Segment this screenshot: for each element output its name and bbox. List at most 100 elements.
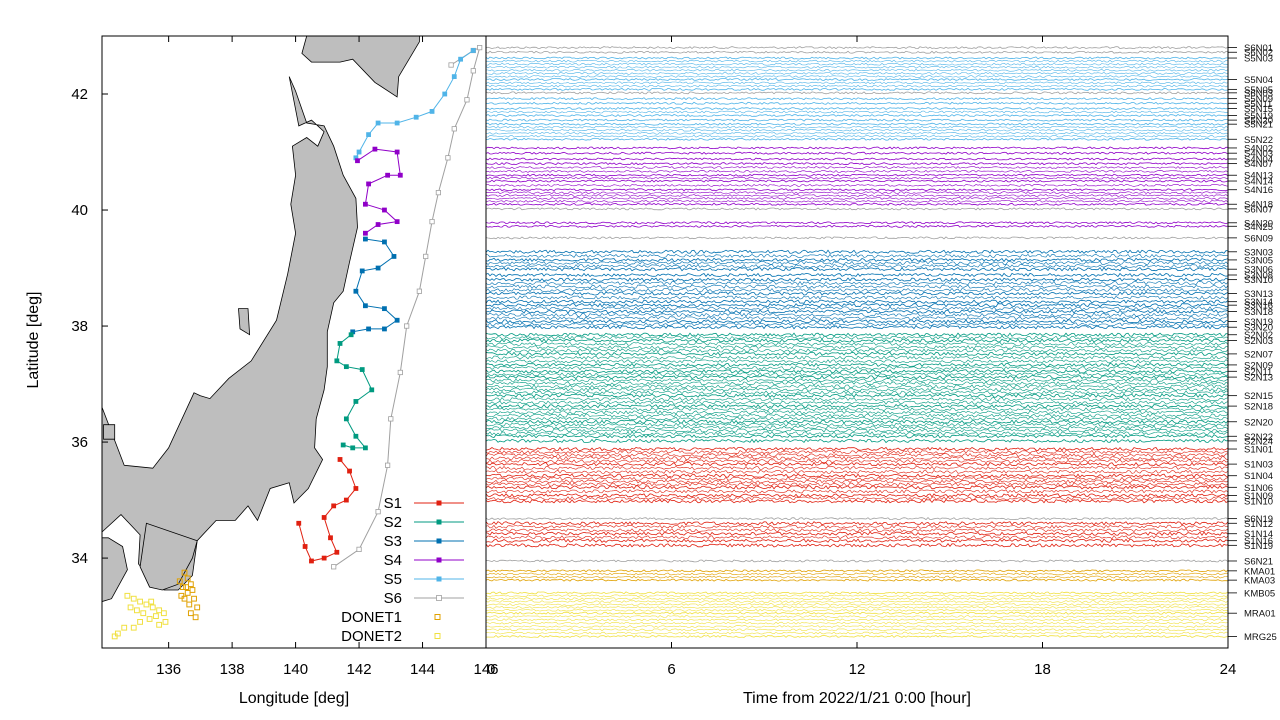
- waveform-trace: [486, 249, 1228, 254]
- waveform-trace: [486, 419, 1228, 424]
- station-label: S5N21: [1244, 120, 1273, 131]
- waveform-trace: [486, 569, 1228, 573]
- waveform-trace: [486, 489, 1228, 494]
- cable-node: [366, 132, 371, 138]
- station-label: S4N02: [1244, 143, 1273, 154]
- waveform-trace: [486, 221, 1228, 225]
- cable-node: [343, 416, 349, 422]
- waveform-trace: [486, 393, 1228, 398]
- station-label: S2N02: [1244, 330, 1273, 341]
- waveform-trace: [486, 461, 1228, 467]
- cable-node: [375, 265, 381, 271]
- waveform-trace: [486, 524, 1228, 529]
- cable-s3: [352, 238, 398, 333]
- waveform-trace: [486, 312, 1228, 317]
- time-series-panel: 6 12 18 24 0 Time from 2022/1/21 0:00 [hour]…: [485, 35, 1277, 707]
- waveform-trace: [486, 431, 1228, 436]
- waveform-trace: [486, 611, 1228, 615]
- station-label: S6N02: [1244, 48, 1273, 59]
- waveform-trace: [486, 309, 1228, 314]
- cable-node: [350, 329, 356, 335]
- cable-node: [448, 62, 454, 68]
- donet-node: [130, 595, 137, 602]
- x-tick-label: 144: [410, 661, 435, 678]
- waveform-trace: [486, 81, 1228, 85]
- waveform-trace: [486, 434, 1228, 439]
- donet-node: [137, 618, 143, 625]
- waveform-trace: [486, 68, 1228, 72]
- waveform-trace: [486, 384, 1228, 389]
- cable-node: [334, 358, 340, 364]
- cable-node: [375, 120, 381, 126]
- station-label: S2N20: [1244, 417, 1273, 428]
- legend-marker: [436, 557, 442, 563]
- cable-node: [353, 288, 359, 294]
- station-label: S1N01: [1244, 445, 1273, 456]
- legend-label: S6: [384, 590, 402, 607]
- station-label: S3N08: [1244, 270, 1273, 281]
- station-label: S4N07: [1244, 159, 1273, 170]
- cable-node: [423, 253, 429, 260]
- station-label: S2N03: [1244, 336, 1273, 347]
- waveform-trace: [486, 621, 1228, 625]
- waveform-trace: [486, 299, 1228, 304]
- waveform-trace: [486, 521, 1228, 526]
- cable-node: [353, 433, 359, 439]
- station-label: S5N15: [1244, 104, 1273, 115]
- waveform-trace: [486, 302, 1228, 308]
- waveform-trace: [486, 62, 1228, 66]
- waveform-trace: [486, 403, 1228, 409]
- station-label: S3N14: [1244, 297, 1273, 308]
- waveform-trace: [486, 366, 1228, 371]
- y-tick-label: 40: [71, 202, 88, 219]
- legend-label: S3: [384, 533, 402, 550]
- waveform-trace: [486, 162, 1228, 166]
- waveform-trace: [486, 387, 1228, 392]
- waveform-trace: [486, 170, 1228, 173]
- waveform-trace: [486, 118, 1228, 122]
- donet-node: [114, 630, 121, 637]
- waveform-trace: [486, 608, 1228, 612]
- station-label: S5N20: [1244, 116, 1273, 127]
- waveform-trace: [486, 128, 1228, 132]
- land-polygon: [301, 36, 420, 98]
- waveform-trace: [486, 114, 1228, 117]
- donet-node: [153, 613, 159, 619]
- waveform-trace: [486, 288, 1228, 293]
- station-label: S1N16: [1244, 536, 1273, 547]
- waveform-trace: [486, 122, 1228, 126]
- legend-marker: [436, 576, 442, 582]
- cable-node: [382, 207, 387, 213]
- cable-node: [356, 546, 362, 552]
- legend-label: DONET1: [341, 609, 402, 626]
- waveform-trace: [486, 594, 1228, 598]
- station-label: S6N07: [1244, 204, 1273, 215]
- waveform-trace: [486, 459, 1228, 464]
- legend-marker: [434, 633, 441, 639]
- cable-s6: [333, 46, 481, 568]
- land-polygon: [139, 522, 198, 591]
- donet-node: [111, 633, 118, 640]
- station-label: S1N09: [1244, 491, 1273, 502]
- cable-node: [404, 323, 410, 329]
- x-tick-label: 146: [473, 661, 498, 678]
- waveform-trace: [486, 134, 1228, 138]
- station-label: S1N04: [1244, 471, 1273, 482]
- cable-node: [331, 503, 337, 509]
- cable-node: [363, 236, 368, 242]
- donet-node: [121, 624, 128, 631]
- y-tick-label: 38: [71, 318, 88, 335]
- y-tick-label: 36: [71, 434, 88, 451]
- waveform-trace: [486, 452, 1228, 458]
- waveform-trace: [486, 77, 1228, 82]
- donet-node: [156, 621, 163, 628]
- legend: S1 S2 S3 S4 S5 S6 DONET1 DONET2: [341, 495, 464, 645]
- x-tick-label: 138: [220, 661, 245, 678]
- waveform-trace: [486, 184, 1228, 187]
- time-tick-label: 24: [1220, 661, 1237, 678]
- waveform-trace: [486, 84, 1228, 88]
- donet-stations: [111, 569, 201, 640]
- donet-node: [181, 595, 188, 602]
- donet-node: [127, 604, 134, 611]
